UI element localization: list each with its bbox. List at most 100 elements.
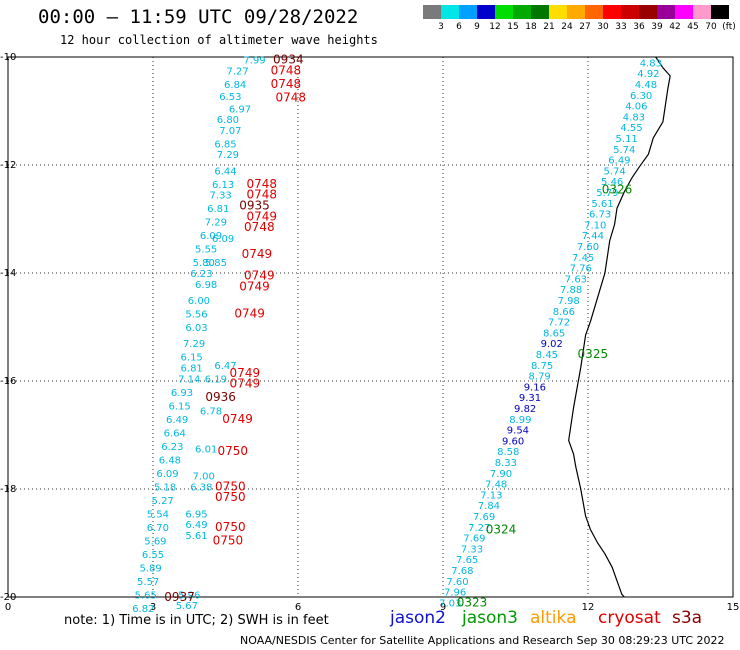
wave-height-label: 6.38 [190, 482, 212, 493]
wave-height-label: 7.72 [548, 318, 570, 329]
color-scale-label: 15 [507, 22, 519, 32]
color-swatch [531, 5, 549, 19]
y-tick-label: -20 [0, 592, 16, 603]
pass-time-label: 0936 [205, 390, 236, 404]
color-swatch [693, 5, 711, 19]
wave-height-label: 5.11 [616, 134, 638, 145]
wave-height-label: 7.27 [226, 67, 248, 78]
wave-height-label: 9.16 [524, 382, 546, 393]
wave-height-label: 7.84 [478, 501, 500, 512]
wave-height-label: 8.58 [497, 447, 519, 458]
wave-height-label: 6.98 [195, 280, 217, 291]
wave-height-label: 5.74 [603, 166, 625, 177]
wave-height-label: 7.69 [473, 512, 495, 523]
pass-time-label: 0748 [275, 91, 306, 105]
wave-height-label: 6.82 [132, 604, 154, 615]
wave-height-label: 6.70 [147, 523, 169, 534]
wave-height-label: 6.23 [190, 269, 212, 280]
color-swatch [603, 5, 621, 19]
wave-height-label: 5.96 [178, 590, 200, 601]
pass-time-label: 0748 [246, 188, 277, 202]
pass-time-label: 0749 [244, 269, 275, 283]
legend-s3a: s3a [672, 608, 703, 628]
wave-height-label: 6.78 [200, 407, 222, 418]
wave-height-label: 6.30 [630, 91, 652, 102]
wave-height-label: 4.55 [620, 123, 642, 134]
x-tick-label: 9 [440, 602, 446, 613]
wave-height-label: 6.81 [207, 204, 229, 215]
pass-time-label: 0937 [164, 590, 195, 604]
color-swatch [675, 5, 693, 19]
color-scale-label: 6 [456, 22, 462, 32]
wave-height-label: 6.03 [185, 323, 207, 334]
wave-height-label: 6.47 [214, 361, 236, 372]
wave-height-label: 5.55 [195, 245, 217, 256]
wave-height-label: 6.19 [205, 374, 227, 385]
wave-height-label: 6.00 [188, 296, 210, 307]
color-scale-label: 27 [579, 22, 591, 32]
wave-height-label: 6.09 [156, 469, 178, 480]
pass-time-label: 0749 [246, 209, 277, 223]
wave-height-label: 5.69 [144, 536, 166, 547]
wave-height-label: 5.79 [596, 188, 618, 199]
wave-height-label: 8.75 [531, 361, 553, 372]
wave-height-label: 5.65 [135, 590, 157, 601]
pass-time-label: 0750 [213, 533, 244, 547]
pass-time-label: 0750 [217, 444, 248, 458]
plot-frame [7, 56, 734, 598]
wave-height-label: 7.33 [461, 544, 483, 555]
wave-height-label: 7.90 [490, 469, 512, 480]
wave-height-label: 7.13 [480, 490, 502, 501]
wave-height-label: 5.61 [591, 199, 613, 210]
pass-time-label: 0325 [578, 347, 609, 361]
color-swatch [423, 5, 441, 19]
wave-height-label: 7.69 [463, 534, 485, 545]
pass-time-label: 0748 [271, 77, 302, 91]
color-scale-label: 24 [561, 22, 573, 32]
wave-height-label: 8.79 [529, 372, 551, 383]
wave-height-label: 6.49 [608, 156, 630, 167]
color-scale-label: 39 [651, 22, 663, 32]
wave-height-label: 5.74 [613, 145, 635, 156]
wave-height-label: 7.00 [193, 472, 215, 483]
pass-time-label: 0323 [457, 595, 488, 609]
wave-height-label: 6.64 [164, 428, 186, 439]
wave-height-label: 7.60 [446, 577, 468, 588]
wave-height-label: 9.60 [502, 436, 524, 447]
wave-height-label: 6.95 [185, 509, 207, 520]
wave-height-label: 5.27 [152, 496, 174, 507]
y-tick-label: -12 [0, 160, 16, 171]
pass-time-label: 0749 [222, 412, 253, 426]
pass-time-label: 0750 [215, 490, 246, 504]
wave-height-label: 4.48 [635, 80, 657, 91]
wave-height-label: 4.83 [640, 58, 662, 69]
color-swatch [441, 5, 459, 19]
wave-height-label: 5.56 [185, 310, 207, 321]
wave-height-label: 7.65 [456, 555, 478, 566]
wave-height-label: 7.03 [439, 598, 461, 609]
wave-height-label: 4.92 [637, 69, 659, 80]
y-tick-label: -14 [0, 268, 16, 279]
wave-height-label: 6.49 [166, 415, 188, 426]
legend-altika: altika [530, 608, 577, 628]
wave-height-label: 6.49 [185, 520, 207, 531]
color-swatch [549, 5, 567, 19]
wave-height-label: 6.93 [171, 388, 193, 399]
wave-height-label: 5.57 [137, 577, 159, 588]
wave-height-label: 6.23 [161, 442, 183, 453]
color-scale-label: 12 [489, 22, 501, 32]
map-subtitle: 12 hour collection of altimeter wave hei… [60, 33, 378, 47]
wave-height-label: 7.27 [468, 523, 490, 534]
x-tick-label: 6 [295, 602, 301, 613]
wave-height-label: 5.61 [185, 531, 207, 542]
wave-height-label: 7.99 [243, 56, 265, 67]
wave-height-label: 4.83 [623, 112, 645, 123]
wave-height-label: 7.68 [451, 566, 473, 577]
color-scale [423, 5, 729, 19]
wave-height-label: 6.09 [200, 231, 222, 242]
wave-height-label: 7.10 [584, 220, 606, 231]
wave-height-label: 7.88 [560, 285, 582, 296]
credit-line: NOAA/NESDIS Center for Satellite Applica… [240, 634, 725, 647]
wave-height-label: 9.82 [514, 404, 536, 415]
wave-height-label: 6.80 [217, 115, 239, 126]
